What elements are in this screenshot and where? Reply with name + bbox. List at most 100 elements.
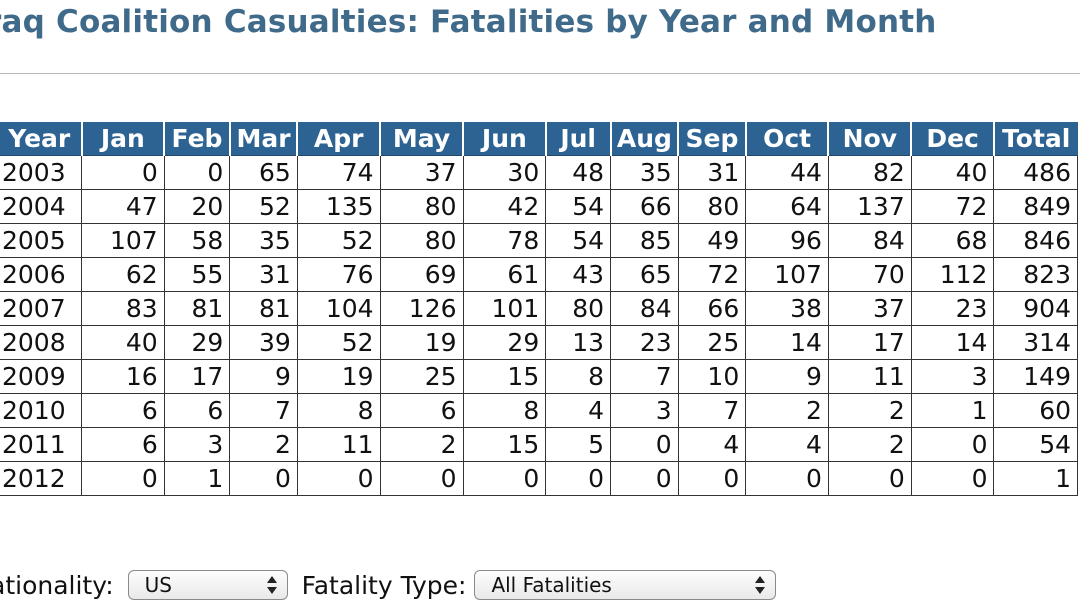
- total-cell: 823: [993, 257, 1078, 292]
- month-cell: 20: [163, 189, 231, 224]
- total-cell: 1: [993, 461, 1078, 496]
- month-cell: 48: [545, 155, 612, 190]
- month-cell: 65: [229, 155, 298, 190]
- month-cell: 64: [745, 189, 829, 224]
- month-cell: 44: [745, 155, 829, 190]
- month-cell: 14: [910, 325, 995, 360]
- month-cell: 35: [610, 155, 679, 190]
- month-cell: 0: [827, 461, 912, 496]
- month-cell: 3: [610, 393, 679, 428]
- month-cell: 39: [229, 325, 298, 360]
- month-cell: 66: [610, 189, 679, 224]
- month-cell: 126: [379, 291, 464, 326]
- column-header: Year: [0, 122, 82, 156]
- month-cell: 31: [229, 257, 298, 292]
- month-cell: 10: [677, 359, 747, 394]
- month-cell: 4: [745, 427, 829, 462]
- month-cell: 23: [610, 325, 679, 360]
- month-cell: 42: [462, 189, 547, 224]
- month-cell: 82: [827, 155, 912, 190]
- year-cell: 2012: [0, 461, 82, 496]
- total-cell: 149: [993, 359, 1078, 394]
- month-cell: 31: [677, 155, 747, 190]
- month-cell: 52: [296, 325, 381, 360]
- updown-arrows-icon: [266, 574, 277, 596]
- column-header: Mar: [228, 122, 298, 156]
- month-cell: 0: [296, 461, 381, 496]
- year-cell: 2008: [0, 325, 82, 360]
- year-cell: 2004: [0, 189, 82, 224]
- month-cell: 16: [81, 359, 165, 394]
- month-cell: 0: [163, 155, 231, 190]
- table-row: 2004 47 20 52 135 80 42 54 66 80 64 137 72 849: [0, 189, 1078, 224]
- column-header: Aug: [609, 122, 679, 156]
- month-cell: 8: [545, 359, 612, 394]
- table-row: 2005 107 58 35 52 80 78 54 85 49 96 84 68 846: [0, 223, 1078, 258]
- column-header: Sep: [677, 122, 746, 156]
- month-cell: 30: [462, 155, 547, 190]
- month-cell: 11: [827, 359, 912, 394]
- table-header-row: Year Jan Feb Mar Apr May Jun Jul Aug Sep…: [0, 122, 1078, 156]
- month-cell: 17: [163, 359, 231, 394]
- month-cell: 2: [229, 427, 298, 462]
- year-cell: 2005: [0, 223, 82, 258]
- month-cell: 62: [81, 257, 165, 292]
- total-cell: 314: [993, 325, 1078, 360]
- month-cell: 70: [827, 257, 912, 292]
- month-cell: 52: [296, 223, 381, 258]
- total-cell: 904: [993, 291, 1078, 326]
- month-cell: 58: [163, 223, 231, 258]
- month-cell: 40: [81, 325, 165, 360]
- month-cell: 52: [229, 189, 298, 224]
- month-cell: 38: [745, 291, 829, 326]
- month-cell: 80: [379, 223, 464, 258]
- month-cell: 17: [827, 325, 912, 360]
- month-cell: 7: [229, 393, 298, 428]
- month-cell: 8: [296, 393, 381, 428]
- fatalities-table: Year Jan Feb Mar Apr May Jun Jul Aug Sep…: [0, 122, 1078, 496]
- month-cell: 112: [910, 257, 995, 292]
- month-cell: 29: [163, 325, 231, 360]
- table-body: 2003 0 0 65 74 37 30 48 35 31 44 82 40 486 2004 47 20 52 1…: [0, 155, 1078, 496]
- month-cell: 3: [163, 427, 231, 462]
- month-cell: 2: [827, 393, 912, 428]
- month-cell: 0: [462, 461, 547, 496]
- fatality-type-select-value: All Fatalities: [491, 573, 612, 597]
- month-cell: 25: [677, 325, 747, 360]
- table-row: 2003 0 0 65 74 37 30 48 35 31 44 82 40 486: [0, 155, 1078, 190]
- column-header: Jun: [462, 122, 546, 156]
- month-cell: 84: [827, 223, 912, 258]
- table-row: 2007 83 81 81 104 126 101 80 84 66 38 37 23 904: [0, 291, 1078, 326]
- nationality-select-value: US: [144, 573, 172, 597]
- table-row: 2008 40 29 39 52 19 29 13 23 25 14 17 14 314: [0, 325, 1078, 360]
- month-cell: 7: [610, 359, 679, 394]
- column-header: Nov: [827, 122, 912, 156]
- month-cell: 6: [81, 427, 165, 462]
- month-cell: 43: [545, 257, 612, 292]
- nationality-select[interactable]: US: [127, 570, 288, 600]
- month-cell: 81: [163, 291, 231, 326]
- total-cell: 54: [993, 427, 1078, 462]
- month-cell: 47: [81, 189, 165, 224]
- month-cell: 96: [745, 223, 829, 258]
- updown-arrows-icon: [755, 574, 766, 596]
- year-cell: 2006: [0, 257, 82, 292]
- month-cell: 68: [910, 223, 995, 258]
- title-divider: [0, 73, 1080, 74]
- month-cell: 72: [677, 257, 747, 292]
- month-cell: 40: [910, 155, 995, 190]
- column-header: Apr: [296, 122, 381, 156]
- fatality-type-label: Fatality Type:: [301, 570, 467, 600]
- month-cell: 0: [81, 155, 165, 190]
- total-cell: 60: [993, 393, 1078, 428]
- month-cell: 13: [545, 325, 612, 360]
- total-cell: 846: [993, 223, 1078, 258]
- month-cell: 19: [379, 325, 464, 360]
- year-cell: 2003: [0, 155, 82, 190]
- fatality-type-select[interactable]: All Fatalities: [474, 570, 777, 600]
- month-cell: 61: [462, 257, 547, 292]
- month-cell: 0: [81, 461, 165, 496]
- month-cell: 9: [745, 359, 829, 394]
- column-header: Jul: [544, 122, 611, 156]
